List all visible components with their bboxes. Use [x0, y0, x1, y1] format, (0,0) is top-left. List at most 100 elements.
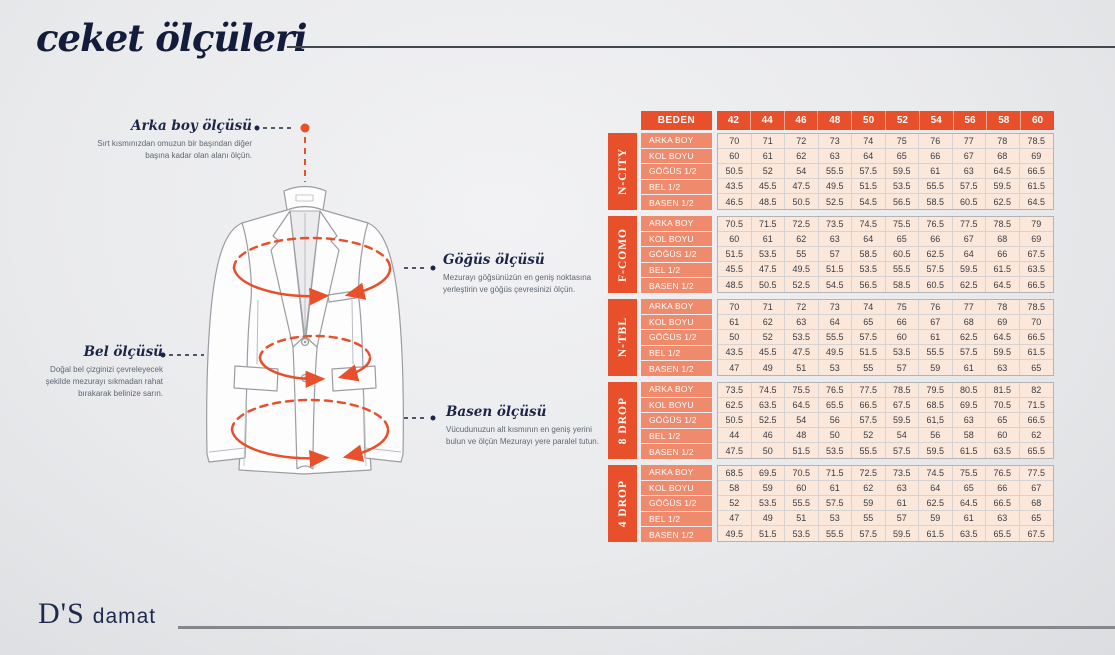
data-cell: 63 — [986, 511, 1020, 526]
data-cell: 66.5 — [1019, 164, 1053, 179]
row-labels: ARKA BOY KOL BOYU GÖĞÜS 1/2 BEL 1/2 BASEN 1/… — [641, 216, 712, 293]
data-cell: 63 — [785, 315, 819, 330]
data-cell: 52 — [751, 164, 785, 179]
data-cell: 62 — [785, 232, 819, 247]
annotation-gogus-desc: Mezurayı göğsünüzün en geniş noktasına y… — [443, 273, 592, 294]
title-rule — [287, 46, 1115, 48]
data-cell: 59 — [919, 360, 953, 375]
data-cell: 54 — [785, 164, 819, 179]
data-cell: 65.5 — [1027, 445, 1046, 456]
data-cell: 50.5 — [718, 413, 752, 428]
data-cell: 51 — [785, 360, 819, 375]
data-cell: 57.5 — [852, 330, 886, 345]
row-label: BEL 1/2 — [641, 179, 712, 195]
data-cell: 46 — [751, 428, 785, 443]
data-cell: 57.5 — [818, 496, 852, 511]
data-cell: 54 — [785, 413, 819, 428]
data-cell: 62.5 — [952, 330, 986, 345]
data-cell: 73.5 — [818, 217, 852, 232]
data-cell: 72 — [785, 134, 819, 149]
data-cell: 76 — [919, 134, 953, 149]
data-cell: 72.5 — [785, 217, 819, 232]
data-cell: 54.5 — [852, 194, 886, 209]
data-cell: 67.5 — [1019, 247, 1053, 262]
data-cell: 58.5 — [919, 194, 953, 209]
brand-logo-main: D'S — [38, 597, 85, 630]
data-cell: 68 — [952, 315, 986, 330]
data-cell: 73 — [818, 134, 852, 149]
data-cell: 60 — [718, 149, 752, 164]
data-cell: 51.5 — [818, 262, 852, 277]
data-cell: 61.5 — [986, 262, 1020, 277]
data-cell: 65 — [1019, 511, 1053, 526]
arka-boy-anchor-dot — [300, 123, 310, 133]
data-cell: 51.5 — [852, 179, 886, 194]
data-cell: 64.5 — [785, 398, 819, 413]
data-cell: 50.5 — [785, 194, 819, 209]
page-title: ceket ölçüleri — [36, 16, 308, 60]
size-header: 60 — [1032, 115, 1044, 126]
data-cell: 78.5 — [885, 383, 919, 398]
data-cell: 55.5 — [819, 526, 852, 541]
data-cell: 71.5 — [1019, 398, 1053, 413]
row-label: ARKA BOY — [641, 216, 712, 231]
section-label: N-CITY — [608, 133, 637, 210]
data-cell: 62 — [751, 315, 785, 330]
data-cell: 59.5 — [986, 179, 1020, 194]
data-cell: 75 — [885, 134, 919, 149]
data-cell: 63 — [986, 360, 1020, 375]
annotation-basen-title: Basen ölçüsü — [446, 404, 547, 420]
data-cell: 60.5 — [919, 277, 953, 292]
data-cell: 45.5 — [751, 345, 785, 360]
data-cell: 55 — [785, 247, 819, 262]
data-cell: 48 — [785, 428, 819, 443]
data-cell: 63 — [952, 164, 986, 179]
data-cell: 65.5 — [986, 526, 1020, 541]
data-cell: 52.5 — [819, 194, 852, 209]
size-header: 52 — [886, 111, 920, 130]
data-cell: 68.5 — [919, 398, 953, 413]
row-label: BEL 1/2 — [641, 262, 712, 278]
data-cell: 62 — [785, 149, 819, 164]
row-label: BEL 1/2 — [641, 511, 712, 527]
data-cell: 65 — [852, 315, 886, 330]
section-label-text: 4 DROP — [616, 479, 629, 528]
data-cell: 67 — [952, 232, 986, 247]
section-label: 4 DROP — [608, 465, 637, 542]
data-cell: 69.5 — [952, 398, 986, 413]
data-cell: 57.5 — [886, 443, 919, 458]
data-cell: 52.5 — [751, 413, 785, 428]
data-cell: 61 — [751, 149, 785, 164]
data-cell: 47.5 — [718, 443, 752, 458]
data-cell: 69.5 — [751, 466, 785, 481]
data-grid: 70.5 71.5 72.5 73.5 74.5 75.5 76.5 77.5 78.5 79 60… — [717, 216, 1054, 293]
data-cell: 66 — [919, 149, 953, 164]
data-cell: 57.5 — [952, 179, 986, 194]
size-table-header-row: BEDEN 42 44 46 48 50 52 54 56 58 60 — [641, 111, 1054, 130]
row-label: GÖĞÜS 1/2 — [641, 330, 712, 345]
data-cell: 54.5 — [819, 277, 852, 292]
row-label: BASEN 1/2 — [641, 361, 712, 376]
row-label: KOL BOYU — [641, 397, 712, 413]
annotation-gogus: Göğüs ölçüsü Mezurayı göğsünüzün en geni… — [443, 252, 605, 296]
data-cell: 47 — [718, 360, 752, 375]
data-cell: 71 — [751, 300, 785, 315]
data-cell: 78.5 — [1019, 300, 1053, 315]
data-cell: 63 — [818, 232, 852, 247]
section-label-text: F-COMO — [616, 227, 629, 282]
data-cell: 64.5 — [986, 330, 1020, 345]
row-label: BASEN 1/2 — [641, 195, 712, 210]
row-label: ARKA BOY — [641, 133, 712, 148]
data-cell: 64.5 — [986, 277, 1020, 292]
data-cell: 62 — [1019, 428, 1053, 443]
data-grid: 70 71 72 73 74 75 76 77 78 78.5 61 62 63 64 65 66 67 68 69… — [717, 299, 1054, 376]
data-cell: 70.5 — [785, 466, 819, 481]
data-cell: 50.5 — [752, 277, 785, 292]
data-cell: 77.5 — [952, 217, 986, 232]
data-cell: 82 — [1019, 383, 1053, 398]
data-cell: 78.5 — [1019, 134, 1053, 149]
data-cell: 61 — [885, 496, 919, 511]
data-cell: 63.5 — [953, 526, 986, 541]
data-cell: 53.5 — [885, 179, 919, 194]
data-cell: 43.5 — [718, 179, 752, 194]
